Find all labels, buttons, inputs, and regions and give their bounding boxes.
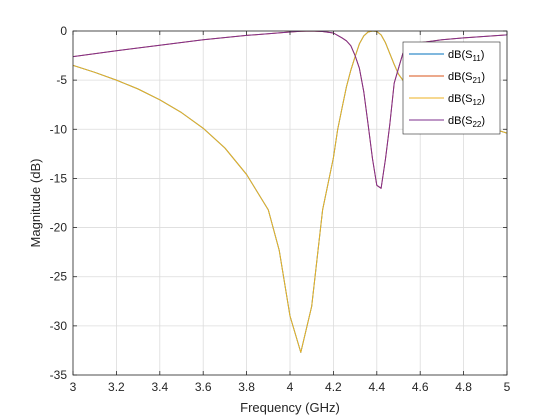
y-tick-label: -35 — [50, 368, 68, 382]
x-tick-label: 4.4 — [368, 380, 385, 394]
x-tick-label: 5 — [504, 380, 511, 394]
ticks: 3 3.2 3.4 3.6 3.8 4 4.2 4.4 4.6 4.8 5 0 -5 -10 -15 -20 -… — [50, 24, 511, 394]
x-axis-label: Frequency (GHz) — [240, 400, 340, 415]
y-tick-label: -30 — [50, 319, 68, 333]
x-tick-label: 3.2 — [108, 380, 125, 394]
x-tick-label: 3.6 — [195, 380, 212, 394]
x-tick-label: 4.6 — [412, 380, 429, 394]
legend-box — [402, 41, 501, 135]
x-tick-label: 3.4 — [151, 380, 168, 394]
y-tick-label: -10 — [50, 122, 68, 136]
x-tick-label: 3.8 — [238, 380, 255, 394]
legend-label-11: dB(S11) — [448, 49, 484, 63]
x-tick-label: 4 — [287, 380, 294, 394]
y-tick-label: 0 — [60, 24, 67, 38]
legend-label-21: dB(S21) — [448, 71, 485, 85]
x-tick-label: 3 — [70, 380, 77, 394]
x-tick-label: 4.2 — [325, 380, 342, 394]
y-tick-label: -25 — [50, 270, 68, 284]
legend: dB(S11) dB(S21) dB(S12) dB(S22) — [402, 41, 501, 135]
y-tick-label: -20 — [50, 221, 68, 235]
legend-label-12: dB(S12) — [448, 93, 485, 107]
y-tick-label: -15 — [50, 171, 68, 185]
legend-label-22: dB(S22) — [448, 115, 485, 129]
series-line-12 — [73, 31, 507, 353]
y-tick-label: -5 — [56, 73, 67, 87]
x-tick-label: 4.8 — [455, 380, 472, 394]
y-axis-label: Magnitude (dB) — [28, 159, 43, 248]
